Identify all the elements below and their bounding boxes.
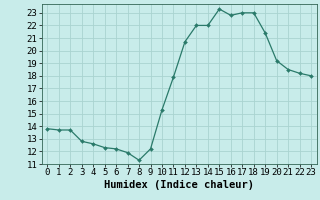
X-axis label: Humidex (Indice chaleur): Humidex (Indice chaleur) — [104, 180, 254, 190]
